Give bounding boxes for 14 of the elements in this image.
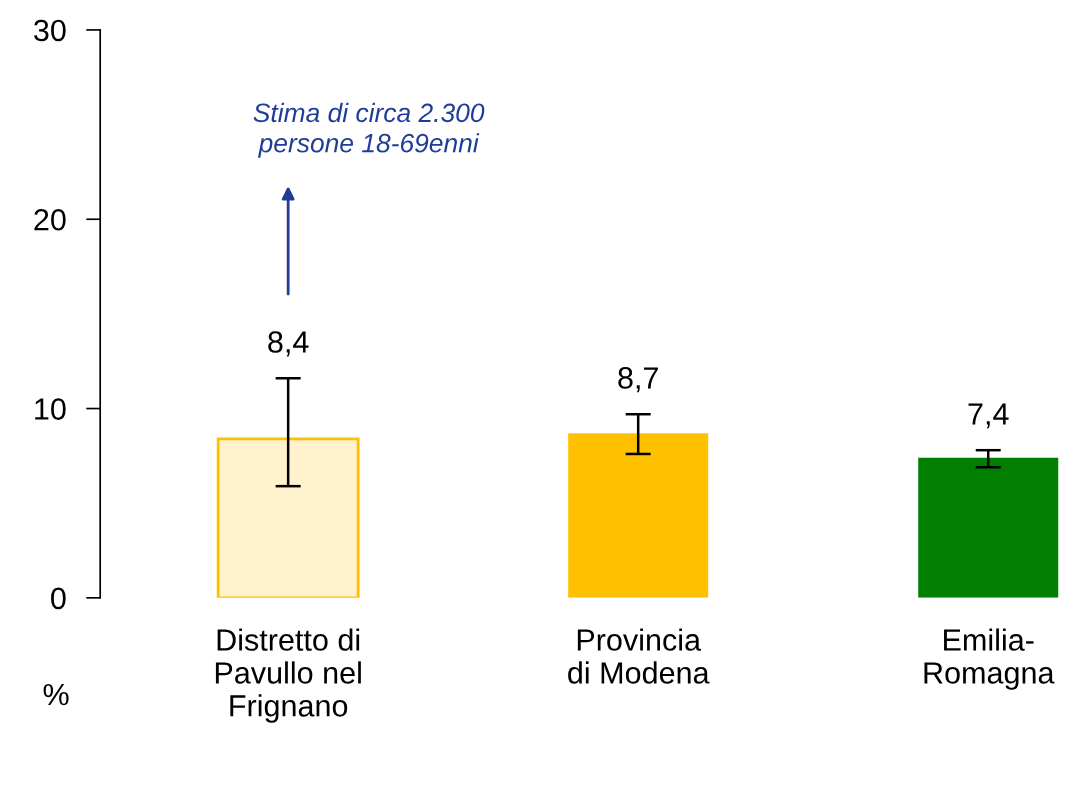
y-axis-title: %: [43, 683, 69, 706]
y-tick-label: 0: [51, 587, 66, 610]
data-label: 7,4: [968, 403, 1009, 429]
bar: [568, 433, 709, 598]
x-tick-label: Emilia- Romagna: [924, 628, 1055, 690]
y-tick-label: 30: [34, 19, 66, 42]
data-label: 8,4: [268, 331, 309, 357]
data-label: 8,7: [618, 367, 658, 393]
y-tick-label: 20: [34, 208, 66, 231]
y-tick-label: 10: [35, 398, 66, 420]
annotation: Stima di circa 2.300 persone 18-69enni: [253, 102, 485, 158]
bar: [918, 457, 1059, 598]
x-tick-label: Distretto di Pavullo nel Frignano: [215, 628, 361, 723]
x-tick-label: Provincia di Modena: [568, 628, 710, 684]
